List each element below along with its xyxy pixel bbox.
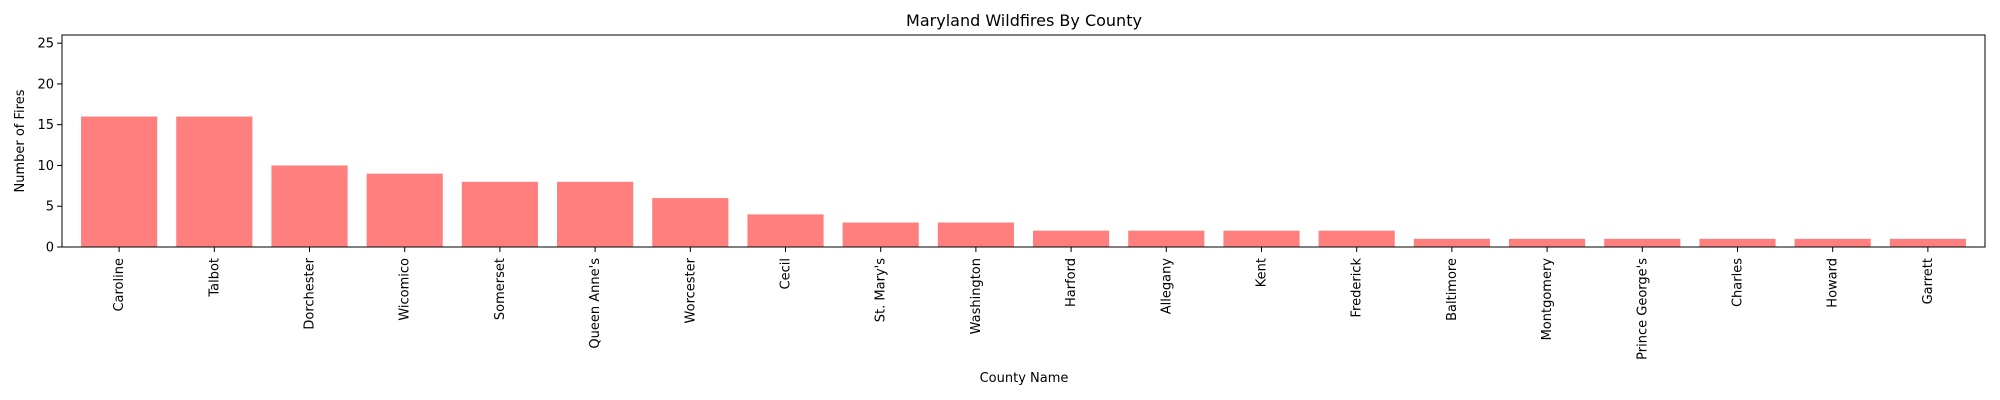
y-tick-label: 10 — [37, 159, 54, 174]
bar — [1223, 230, 1300, 247]
bar — [271, 165, 348, 247]
bar — [176, 116, 253, 247]
bar — [937, 222, 1014, 247]
x-tick-label: Kent — [1255, 258, 1270, 287]
bar — [652, 198, 729, 247]
bar — [747, 214, 824, 247]
x-tick-label: Caroline — [112, 258, 127, 312]
x-tick-label: Worcester — [683, 257, 698, 323]
x-tick-label: Talbot — [207, 258, 222, 298]
bar — [842, 222, 919, 247]
x-axis-ticks: Caroline Talbot Dorchester Wicomico Somerset… — [112, 247, 1936, 360]
x-tick-label: Harford — [1064, 258, 1079, 307]
bar — [1604, 238, 1681, 247]
y-tick-label: 20 — [37, 77, 54, 92]
y-tick-label: 0 — [46, 241, 54, 256]
x-tick-label: Allegany — [1159, 258, 1174, 315]
bar — [1128, 230, 1205, 247]
x-tick-label: Garrett — [1921, 258, 1936, 304]
y-axis-label: Number of Fires — [13, 89, 28, 192]
bar — [1889, 238, 1966, 247]
x-tick-label: Charles — [1730, 258, 1745, 307]
x-tick-label: Baltimore — [1445, 258, 1460, 321]
bar — [1699, 238, 1776, 247]
x-tick-label: Prince George's — [1635, 258, 1650, 360]
x-tick-label: Montgomery — [1540, 258, 1555, 341]
x-axis-label: County Name — [980, 371, 1069, 386]
y-tick-label: 5 — [46, 200, 54, 215]
x-tick-label: Washington — [969, 258, 984, 334]
bar — [1794, 238, 1871, 247]
bar — [366, 173, 443, 247]
x-tick-label: Cecil — [779, 258, 794, 289]
bar — [1033, 230, 1110, 247]
bar — [1413, 238, 1490, 247]
x-tick-label: Queen Anne's — [588, 258, 603, 349]
chart-title: Maryland Wildfires By County — [906, 11, 1142, 30]
plot-frame — [61, 34, 1986, 248]
y-axis-ticks: 0 5 10 15 20 25 — [37, 37, 62, 256]
x-tick-label: Howard — [1826, 258, 1841, 308]
x-tick-label: Frederick — [1350, 258, 1365, 318]
bar — [1318, 230, 1395, 247]
x-tick-label: Dorchester — [303, 257, 318, 329]
bar — [461, 181, 538, 247]
x-tick-label: Wicomico — [398, 258, 413, 321]
x-tick-label: St. Mary's — [874, 258, 889, 322]
x-tick-label: Somerset — [493, 258, 508, 320]
y-tick-label: 25 — [37, 37, 54, 52]
bar — [557, 181, 634, 247]
bar — [1509, 238, 1586, 247]
bar — [81, 116, 158, 247]
bar-group — [81, 116, 1966, 247]
y-tick-label: 15 — [37, 118, 54, 133]
